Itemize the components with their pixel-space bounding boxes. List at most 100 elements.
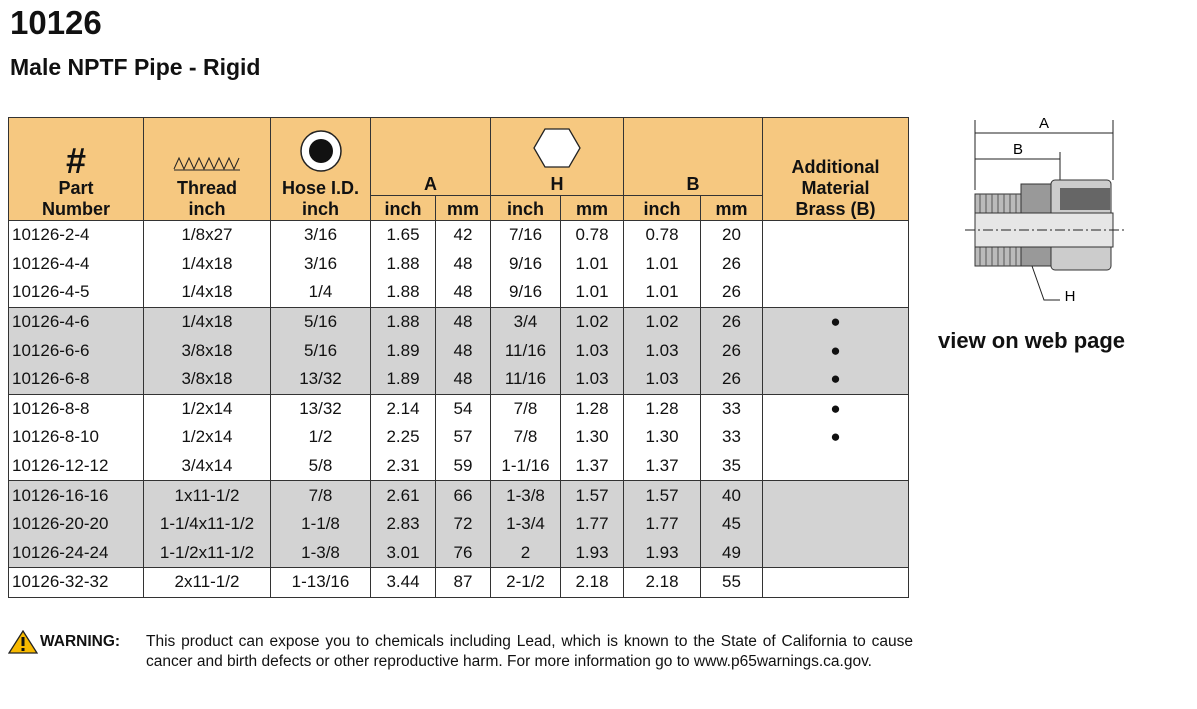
cell: 2.18 — [623, 567, 701, 598]
warning-icon — [8, 630, 38, 654]
cell: 1.88 — [370, 278, 436, 308]
cell: 1-1/16 — [490, 451, 561, 481]
cell — [762, 509, 909, 539]
cell: 9/16 — [490, 249, 561, 279]
cell: 48 — [435, 278, 491, 308]
cell: 1/8x27 — [143, 220, 271, 250]
cell: 1.57 — [560, 480, 624, 510]
cell: 2.18 — [560, 567, 624, 598]
header-text: Brass (B) — [795, 199, 876, 219]
cell: 42 — [435, 220, 491, 250]
header-text: Part — [58, 178, 94, 198]
dim-label: A — [1039, 115, 1049, 132]
cell: 26 — [700, 306, 763, 337]
cell: 20 — [700, 220, 763, 250]
cell: 1.01 — [623, 278, 701, 308]
cell: ● — [762, 364, 909, 395]
cell: 1.65 — [370, 220, 436, 250]
cell: 2.83 — [370, 509, 436, 539]
cell: 1-3/8 — [490, 480, 561, 510]
cell: 1-1/2x11-1/2 — [143, 538, 271, 568]
cell: 1/2x14 — [143, 393, 271, 424]
cell: 3/4x14 — [143, 451, 271, 481]
cell — [762, 538, 909, 568]
cell: 1.02 — [623, 306, 701, 337]
fitting-drawing: A B H — [965, 115, 1125, 305]
cell: 10126-4-5 — [8, 278, 144, 308]
cell: 10126-32-32 — [8, 567, 144, 598]
cell: 3.01 — [370, 538, 436, 568]
cell: 5/16 — [270, 336, 371, 365]
cell: 10126-2-4 — [8, 220, 144, 250]
cell: 3/4 — [490, 306, 561, 337]
header-text: inch — [301, 199, 339, 219]
cell: 10126-8-8 — [8, 393, 144, 424]
cell: 10126-4-4 — [8, 249, 144, 279]
warning-label: WARNING: — [40, 633, 121, 650]
cell: 49 — [700, 538, 763, 568]
cell: 1.77 — [560, 509, 624, 539]
cell: 59 — [435, 451, 491, 481]
cell: 1/4x18 — [143, 249, 271, 279]
dim-label: H — [1065, 288, 1076, 305]
unit-header: inch — [490, 195, 561, 221]
cell: 1-13/16 — [270, 567, 371, 598]
cell: 1.37 — [560, 451, 624, 481]
cell: 48 — [435, 364, 491, 395]
cell — [762, 451, 909, 481]
cell: 1.57 — [623, 480, 701, 510]
cell: 33 — [700, 423, 763, 452]
table-row: 10126-6-8 3/8x18 13/32 1.89 48 11/16 1.03 1.03 2… — [8, 364, 909, 395]
cell: 1.28 — [623, 393, 701, 424]
cell: 3/8x18 — [143, 336, 271, 365]
hose-icon — [299, 130, 342, 172]
table-row: 10126-4-5 1/4x18 1/4 1.88 48 9/16 1.01 1.01 26 — [8, 278, 909, 308]
cell: 1.02 — [560, 306, 624, 337]
cell: 1.03 — [560, 336, 624, 365]
cell: 66 — [435, 480, 491, 510]
cell: 76 — [435, 538, 491, 568]
subtitle: Male NPTF Pipe - Rigid — [10, 54, 261, 80]
header-text: Thread — [176, 178, 237, 198]
cell — [762, 220, 909, 250]
cell: 1/4 — [270, 278, 371, 308]
header-text: Material — [801, 178, 870, 198]
cell: 3.44 — [370, 567, 436, 598]
unit-header: inch — [623, 195, 701, 221]
cell: 0.78 — [623, 220, 701, 250]
parts-table: # Part Number Thread inch Hose I.D. inch… — [8, 117, 909, 598]
cell: 1/2x14 — [143, 423, 271, 452]
hash: # — [65, 140, 87, 181]
web-link[interactable]: view on web page — [938, 328, 1126, 353]
cell: 10126-12-12 — [8, 451, 144, 481]
table-row: 10126-24-24 1-1/2x11-1/2 1-3/8 3.01 76 2 1.93 1… — [8, 538, 909, 568]
cell: 1x11-1/2 — [143, 480, 271, 510]
cell: 1-3/8 — [270, 538, 371, 568]
hex-icon — [533, 128, 581, 168]
cell — [762, 278, 909, 308]
cell: 1.88 — [370, 306, 436, 337]
cell: 3/16 — [270, 220, 371, 250]
table-row: 10126-6-6 3/8x18 5/16 1.89 48 11/16 1.03 1.03 26… — [8, 336, 909, 365]
header-part: # Part Number — [8, 117, 144, 221]
cell: 10126-4-6 — [8, 306, 144, 337]
cell: 10126-6-6 — [8, 336, 144, 365]
cell: 1.88 — [370, 249, 436, 279]
header-text: H — [550, 174, 564, 194]
cell: 11/16 — [490, 336, 561, 365]
cell: 2x11-1/2 — [143, 567, 271, 598]
cell: 54 — [435, 393, 491, 424]
cell: ● — [762, 336, 909, 365]
cell: 1.01 — [560, 249, 624, 279]
cell: 3/16 — [270, 249, 371, 279]
cell: 1.93 — [560, 538, 624, 568]
cell: 33 — [700, 393, 763, 424]
table-row: 10126-16-16 1x11-1/2 7/8 2.61 66 1-3/8 1.57 1.5… — [8, 480, 909, 510]
table-row: 10126-8-8 1/2x14 13/32 2.14 54 7/8 1.28 1.28 33 ● — [8, 393, 909, 424]
cell: 1/2 — [270, 423, 371, 452]
header-text: Number — [41, 199, 110, 219]
cell: 26 — [700, 364, 763, 395]
cell: 1.01 — [560, 278, 624, 308]
header-text: Hose I.D. — [281, 178, 360, 198]
